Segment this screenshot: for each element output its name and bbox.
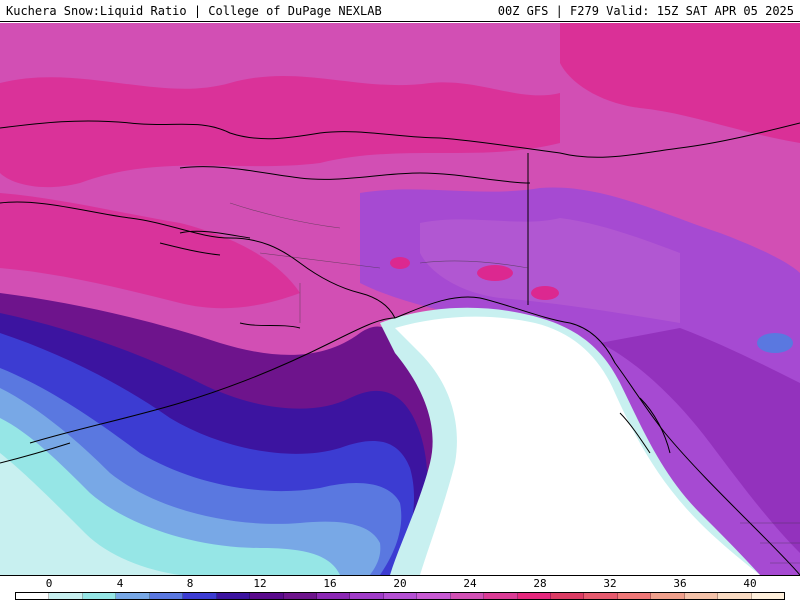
tick-label: 24 — [463, 577, 477, 590]
field-coastal-purple — [600, 328, 800, 553]
field-gulf-white — [395, 316, 760, 575]
colorbar-swatch — [551, 593, 585, 599]
colorbar-swatch — [116, 593, 150, 599]
tick-label: 36 — [673, 577, 687, 590]
colorbar-swatch — [617, 593, 652, 599]
colorbar-swatch — [283, 593, 317, 599]
colorbar-legend: 0 4 8 12 16 20 24 28 32 36 40 — [0, 575, 800, 600]
colorbar-swatch — [718, 593, 752, 599]
tick-label: 8 — [186, 577, 194, 590]
colorbar-swatch — [651, 593, 685, 599]
colorbar-swatch — [484, 593, 518, 599]
tick-label: 40 — [743, 577, 757, 590]
field-spot-2 — [531, 286, 559, 300]
colorbar-swatch — [383, 593, 418, 599]
tick-label: 4 — [116, 577, 124, 590]
colorbar-swatch — [684, 593, 719, 599]
colorbar-swatch — [149, 593, 184, 599]
colorbar-swatch — [49, 593, 83, 599]
colorbar-swatch — [751, 593, 785, 599]
tick-label: 32 — [603, 577, 617, 590]
colorbar-swatch — [450, 593, 485, 599]
map-panel[interactable] — [0, 23, 800, 575]
field-blue-spot-east — [757, 333, 793, 353]
tick-label: 0 — [45, 577, 53, 590]
snow-liquid-ratio-map[interactable] — [0, 23, 800, 575]
tick-label: 28 — [533, 577, 547, 590]
colorbar-swatch — [183, 593, 217, 599]
tick-label: 20 — [393, 577, 407, 590]
colorbar-strip — [15, 592, 785, 600]
field-deep-magenta-ne — [560, 23, 800, 143]
field-light-cyan-band — [0, 453, 180, 575]
tick-label: 16 — [323, 577, 337, 590]
field-orchid-interior — [420, 218, 680, 323]
model-valid-time: 00Z GFS | F279 Valid: 15Z SAT APR 05 202… — [497, 3, 794, 18]
colorbar-ticks: 0 4 8 12 16 20 24 28 32 36 40 — [0, 576, 800, 590]
product-title: Kuchera Snow:Liquid Ratio | College of D… — [6, 3, 382, 18]
colorbar-swatch — [517, 593, 551, 599]
tick-label: 12 — [253, 577, 267, 590]
colorbar-swatch — [417, 593, 451, 599]
colorbar-swatch — [350, 593, 384, 599]
header-bar: Kuchera Snow:Liquid Ratio | College of D… — [0, 0, 800, 22]
field-spot-1 — [477, 265, 513, 281]
field-deep-magenta-west — [0, 193, 300, 309]
borders — [229, 202, 800, 564]
field-spot-3 — [390, 257, 410, 269]
colorbar-swatch — [16, 593, 50, 599]
field-deep-magenta-north — [0, 75, 560, 188]
colorbar-swatch — [316, 593, 351, 599]
coastlines — [0, 120, 800, 575]
colorbar-swatch — [584, 593, 618, 599]
colorbar-swatch — [216, 593, 251, 599]
colorbar-swatch — [82, 593, 117, 599]
colorbar-swatch — [250, 593, 284, 599]
